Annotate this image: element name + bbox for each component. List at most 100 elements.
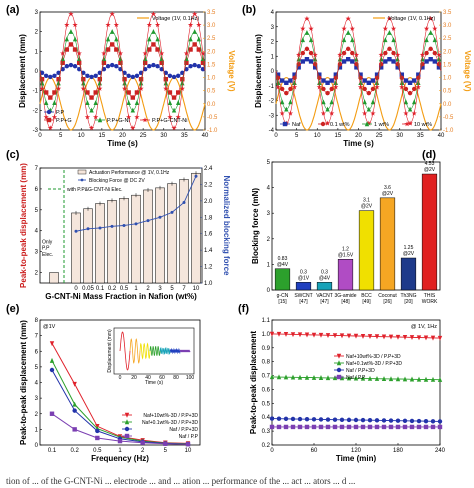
x-tick-label: 0.2 bbox=[70, 448, 79, 454]
bar bbox=[132, 195, 141, 283]
bar-value-condition: @1.5V bbox=[338, 252, 354, 258]
data-point bbox=[333, 425, 337, 429]
bar-value-condition: @2V bbox=[361, 204, 373, 210]
green-label: with P.P&G-CNT-Ni Elec. bbox=[67, 187, 122, 193]
data-point bbox=[412, 111, 417, 116]
bar bbox=[108, 200, 117, 283]
data-point bbox=[110, 63, 114, 67]
y2-tick-label: 1.5 bbox=[207, 62, 216, 68]
data-point bbox=[312, 417, 316, 421]
data-point bbox=[404, 78, 408, 82]
y-tick-label: 0.3 bbox=[262, 429, 271, 435]
x-tick-label: 5 bbox=[164, 448, 168, 454]
panel-c: (c)2345671.01.21.41.61.82.02.22.4OnlyP.P… bbox=[6, 149, 231, 301]
legend-label: Naf / P.P bbox=[179, 434, 199, 440]
data-point bbox=[197, 47, 201, 51]
data-point bbox=[354, 418, 358, 422]
data-point bbox=[301, 51, 305, 55]
legend-marker bbox=[321, 122, 325, 126]
data-point bbox=[371, 78, 375, 82]
data-point bbox=[151, 29, 155, 34]
data-point bbox=[106, 36, 110, 41]
y-tick-label: 7 bbox=[35, 334, 39, 340]
x-tick-ref: [47] bbox=[299, 299, 308, 305]
only-pp-label-2: P.P bbox=[42, 246, 50, 252]
y-tick-label: 1 bbox=[267, 262, 271, 268]
data-point bbox=[387, 30, 391, 35]
data-point bbox=[270, 425, 274, 429]
bar bbox=[192, 173, 201, 283]
y-tick-label: 2 bbox=[35, 271, 39, 277]
data-point bbox=[192, 42, 196, 46]
x-tick-label: 10 bbox=[185, 448, 192, 454]
y-tick-label: 4 bbox=[271, 10, 275, 16]
data-point bbox=[284, 107, 288, 112]
bar-value-condition: @4V bbox=[277, 262, 289, 268]
blocking-force-point bbox=[135, 222, 138, 225]
bar bbox=[275, 269, 290, 290]
data-point bbox=[188, 47, 192, 51]
data-point bbox=[188, 36, 192, 41]
x-tick-label: 240 bbox=[435, 448, 446, 454]
data-point bbox=[114, 47, 118, 51]
y2-tick-label: 2.5 bbox=[443, 36, 452, 42]
data-point bbox=[288, 78, 292, 82]
legend-label: 0.1 wt% bbox=[330, 122, 350, 128]
data-point bbox=[387, 57, 391, 61]
data-point bbox=[188, 64, 192, 68]
y-tick-label: -4 bbox=[269, 128, 275, 134]
panel-a: (a)0 5 10 15 20 25 30 35 40-3-2-10123-1.0-0.50.0… bbox=[6, 4, 236, 148]
y-tick-label: 4 bbox=[267, 186, 271, 192]
data-point bbox=[389, 425, 393, 429]
y2-tick-label: 1.4 bbox=[204, 248, 213, 254]
data-point bbox=[140, 440, 144, 444]
legend-marker bbox=[47, 110, 51, 114]
data-point bbox=[403, 111, 408, 116]
data-point bbox=[408, 107, 412, 112]
data-point bbox=[176, 90, 180, 94]
legend-label: Naf+10wt%-3D / P.P+3D bbox=[143, 413, 198, 419]
data-point bbox=[69, 63, 73, 67]
data-point bbox=[433, 51, 437, 55]
legend-label: Blocking Force @ DC 2V bbox=[89, 178, 145, 184]
data-point bbox=[304, 16, 309, 21]
x-tick-label: WORK bbox=[422, 299, 438, 305]
y-tick-label: 0.8 bbox=[262, 360, 271, 366]
data-point bbox=[151, 42, 155, 46]
y-axis-label: Displacement (mm) bbox=[18, 34, 27, 108]
data-point bbox=[89, 75, 93, 79]
data-point bbox=[438, 425, 442, 429]
data-point bbox=[85, 74, 89, 78]
x-tick-label: 0 bbox=[38, 133, 42, 139]
data-point bbox=[410, 425, 414, 429]
data-point bbox=[333, 417, 337, 421]
x-tick-label: 35 bbox=[417, 133, 424, 139]
data-point bbox=[168, 90, 172, 94]
data-point bbox=[44, 90, 48, 94]
data-point bbox=[342, 51, 346, 55]
inset-signal bbox=[180, 350, 190, 352]
panel-label: (c) bbox=[6, 149, 20, 161]
legend-marker bbox=[47, 118, 51, 122]
data-point bbox=[65, 36, 69, 41]
data-point bbox=[368, 418, 372, 422]
y2-tick-label: 1.0 bbox=[207, 76, 216, 82]
legend-label: Naf+0.1wt%-3D / P.P+3D bbox=[142, 420, 198, 426]
y-tick-label: 0.2 bbox=[262, 443, 271, 449]
data-point bbox=[73, 36, 77, 41]
data-point bbox=[284, 425, 288, 429]
data-point bbox=[433, 59, 437, 63]
legend-label: Naf / P.P bbox=[346, 375, 366, 381]
bar bbox=[359, 211, 374, 290]
data-point bbox=[298, 417, 302, 421]
bar bbox=[168, 184, 177, 283]
data-point bbox=[308, 26, 313, 31]
inset-x-tick-label: 20 bbox=[131, 375, 137, 381]
data-point bbox=[404, 87, 408, 91]
data-point bbox=[155, 47, 159, 51]
figure-caption-fragment: tion of ... of the G-CNT-Ni ... electrod… bbox=[6, 476, 355, 486]
condition-note: @ 1V, 1Hz bbox=[411, 324, 437, 330]
legend-label: P.P+G-Ni bbox=[107, 118, 130, 124]
data-point bbox=[50, 412, 54, 416]
x-tick-label: 10 bbox=[78, 133, 85, 139]
